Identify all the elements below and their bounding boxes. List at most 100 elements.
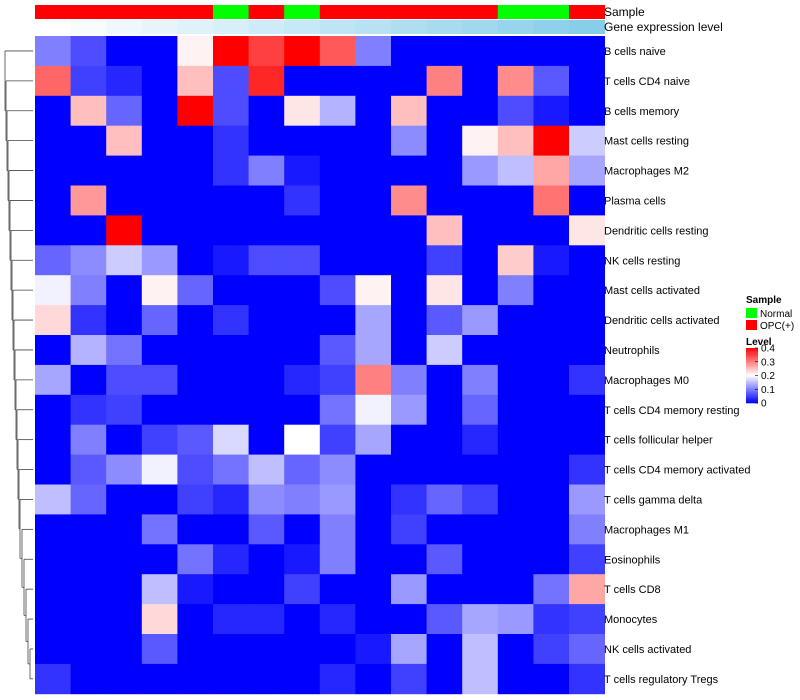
heatmap-cell	[533, 604, 570, 635]
heatmap-cell	[141, 275, 178, 306]
legend-level-colorbar-segment	[746, 350, 758, 353]
level-track-cell	[248, 20, 285, 34]
heatmap-cell	[284, 65, 321, 97]
heatmap-cell	[319, 125, 356, 156]
heatmap-cell	[248, 424, 285, 455]
heatmap-cell	[391, 484, 427, 515]
heatmap-cell	[462, 185, 499, 216]
heatmap-cell	[462, 454, 499, 485]
heatmap-cell	[426, 95, 463, 127]
legend-level-colorbar-segment	[746, 390, 758, 393]
heatmap-cell	[35, 424, 71, 455]
heatmap-cell	[213, 454, 249, 485]
row-label: Macrophages M0	[604, 375, 689, 387]
heatmap-cell	[391, 95, 427, 127]
heatmap-cell	[355, 394, 392, 426]
heatmap-cell	[213, 634, 249, 665]
level-track-cell	[569, 20, 605, 34]
heatmap-cell	[569, 424, 605, 455]
heatmap-cell	[248, 335, 285, 366]
heatmap-cell	[213, 424, 249, 455]
heatmap-cell	[319, 335, 356, 366]
heatmap-cell	[248, 454, 285, 485]
row-label: T cells CD4 memory resting	[604, 405, 740, 417]
heatmap-cell	[391, 604, 427, 635]
row-label: Monocytes	[604, 614, 658, 626]
heatmap-cell	[355, 663, 392, 695]
level-track-cell	[497, 20, 534, 34]
heatmap-cell	[106, 604, 143, 635]
legend-level-colorbar-segment	[746, 356, 758, 358]
heatmap-cell	[106, 65, 143, 97]
heatmap-cell	[106, 544, 143, 575]
heatmap-cell	[248, 663, 285, 695]
heatmap-cell	[462, 36, 499, 67]
level-track-cell	[284, 20, 321, 34]
heatmap-cell	[533, 36, 570, 67]
heatmap-cell	[35, 484, 71, 515]
sample-track-cell	[355, 5, 392, 19]
heatmap-cell	[319, 424, 356, 455]
heatmap-cell	[248, 394, 285, 426]
sample-track-cell	[284, 5, 321, 19]
legend-level-title: Level	[746, 337, 772, 348]
heatmap-cell	[248, 305, 285, 336]
heatmap-cell	[497, 424, 534, 455]
heatmap-cell	[426, 424, 463, 455]
heatmap-cell	[462, 394, 499, 426]
heatmap-cell	[391, 364, 427, 396]
heatmap-cell	[213, 663, 249, 695]
legend-level-colorbar-segment	[746, 382, 758, 385]
legend-level-colorbar-segment	[746, 387, 758, 390]
heatmap-cell	[70, 185, 107, 216]
heatmap-cell	[284, 484, 321, 515]
legend-level-colorbar-segment	[746, 381, 758, 383]
heatmap-cell	[213, 275, 249, 306]
heatmap-cell	[141, 305, 178, 336]
legend-level-colorbar-segment	[746, 400, 758, 402]
heatmap-cell	[213, 185, 249, 216]
heatmap-cell	[462, 364, 499, 396]
heatmap-cell	[533, 95, 570, 127]
row-label: Plasma cells	[604, 195, 666, 207]
row-dendrogram	[4, 50, 33, 680]
heatmap-cell	[35, 604, 71, 635]
legend-level-colorbar-segment	[746, 365, 758, 368]
heatmap-cell	[284, 95, 321, 127]
heatmap-cell	[569, 95, 605, 127]
heatmap-cell	[177, 574, 214, 605]
heatmap-cell	[213, 544, 249, 575]
heatmap-cell	[106, 305, 143, 336]
heatmap-cell	[569, 125, 605, 156]
legend-level-colorbar-segment	[746, 394, 758, 397]
heatmap-cell	[141, 215, 178, 246]
heatmap-cell	[462, 275, 499, 306]
heatmap-cell	[319, 574, 356, 605]
heatmap-cell	[533, 275, 570, 306]
heatmap-cell	[569, 663, 605, 695]
heatmap-cell	[141, 454, 178, 485]
heatmap-cell	[70, 424, 107, 455]
heatmap-cell	[319, 514, 356, 545]
heatmap-cell	[391, 185, 427, 216]
heatmap-cell	[248, 514, 285, 545]
heatmap-cell	[426, 305, 463, 336]
heatmap-cell	[248, 484, 285, 515]
heatmap-cell	[35, 36, 71, 67]
heatmap-cell	[355, 544, 392, 575]
heatmap-cell	[426, 275, 463, 306]
heatmap-cell	[319, 544, 356, 575]
heatmap-cell	[462, 424, 499, 455]
heatmap-cell	[248, 574, 285, 605]
heatmap-cell	[141, 604, 178, 635]
sample-track-cell	[426, 5, 463, 19]
heatmap-cell	[106, 275, 143, 306]
legend-level-colorbar-segment	[746, 389, 758, 391]
heatmap-cell	[106, 95, 143, 127]
level-track-cell	[319, 20, 356, 34]
heatmap-cell	[497, 125, 534, 156]
heatmap-cell	[569, 335, 605, 366]
heatmap-cell	[213, 95, 249, 127]
heatmap-cell	[35, 65, 71, 97]
